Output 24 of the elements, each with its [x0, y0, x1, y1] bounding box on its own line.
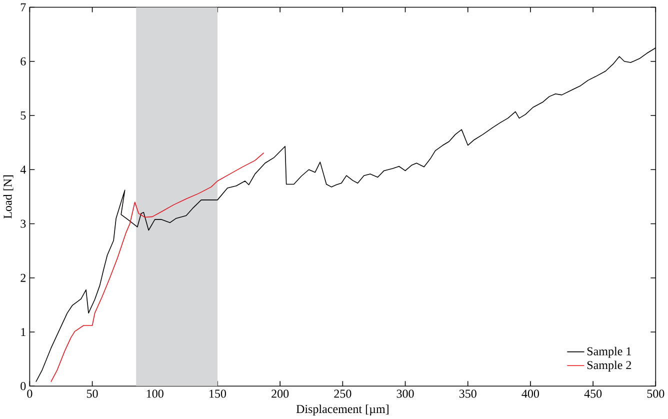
x-tick-label: 300 [396, 390, 414, 398]
line-series [50, 152, 264, 382]
x-tick-label: 450 [584, 390, 602, 398]
x-tick-label: 0 [27, 390, 32, 398]
x-tick-label: 100 [146, 390, 164, 398]
y-tick-label: 2 [20, 274, 26, 282]
x-tick-label: 350 [459, 390, 476, 398]
legend-label: Sample 2 [587, 360, 631, 372]
y-tick-label: 0 [20, 382, 26, 390]
x-tick-label: 150 [210, 390, 226, 398]
x-tick-label: 400 [522, 390, 540, 398]
y-tick-label: 6 [20, 57, 26, 66]
y-tick-label: 7 [20, 3, 26, 12]
x-tick-label: 50 [86, 390, 98, 398]
y-tick-label: 4 [20, 166, 26, 174]
y-tick-label: 3 [20, 220, 26, 228]
x-tick-label: 200 [272, 390, 289, 398]
y-tick-label: 5 [20, 112, 26, 120]
legend-label: Sample 1 [587, 346, 631, 358]
y-tick-label: 1 [21, 328, 26, 336]
y-axis-title: Load [N] [3, 175, 14, 219]
x-tick-label: 500 [647, 390, 664, 398]
x-axis-title: Displacement [µm] [296, 404, 388, 416]
x-tick-label: 250 [334, 390, 352, 398]
